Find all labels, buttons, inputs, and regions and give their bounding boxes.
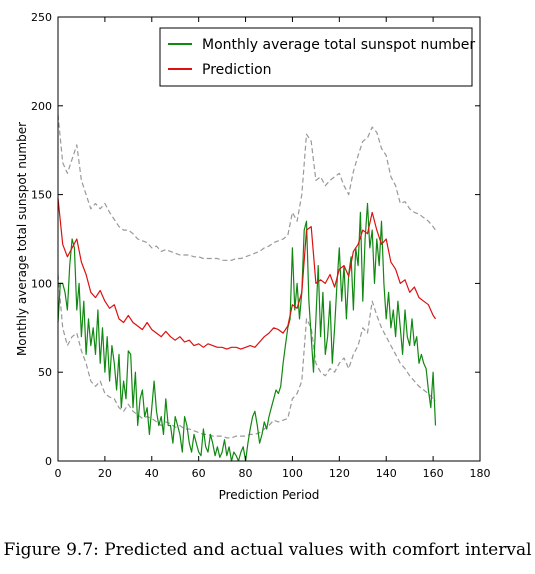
- plot-frame: [57, 16, 481, 462]
- x-tick-label: 20: [98, 467, 112, 480]
- y-tick-label: 50: [38, 366, 52, 379]
- x-tick-label: 0: [55, 467, 62, 480]
- x-tick-label: 160: [423, 467, 444, 480]
- upper-interval-line: [57, 114, 436, 261]
- y-tick-label: 250: [31, 11, 52, 24]
- figure-caption: Figure 9.7: Predicted and actual values …: [3, 540, 532, 560]
- actual-series-line: [57, 202, 437, 462]
- x-axis-label: Prediction Period: [219, 488, 320, 502]
- x-tick-label: 180: [470, 467, 491, 480]
- x-tick-label: 100: [282, 467, 303, 480]
- x-tick-label: 120: [329, 467, 350, 480]
- series-layer: [57, 114, 437, 462]
- y-tick-label: 150: [31, 189, 52, 202]
- x-tick-label: 80: [239, 467, 253, 480]
- x-tick-label: 60: [192, 467, 206, 480]
- y-axis-label: Monthly average total sunspot number: [15, 122, 29, 356]
- prediction-series-line: [57, 198, 436, 350]
- x-tick-label: 140: [376, 467, 397, 480]
- chart: 0 20 40 60 80 100 120 140 160 180 0 50 100 150 200 250 P…: [15, 11, 491, 502]
- y-tick-label: 200: [31, 100, 52, 113]
- y-tick-label: 0: [45, 455, 52, 468]
- y-tick-label: 100: [31, 277, 52, 290]
- axes: 0 20 40 60 80 100 120 140 160 180 0 50 100 150 200 250 P…: [15, 11, 491, 502]
- lower-interval-line: [57, 274, 436, 439]
- legend: Monthly average total sunspot number Pred…: [159, 27, 475, 87]
- legend-box: [159, 27, 473, 87]
- legend-label: Monthly average total sunspot number: [202, 37, 475, 53]
- legend-label: Prediction: [202, 62, 272, 78]
- x-tick-label: 40: [145, 467, 159, 480]
